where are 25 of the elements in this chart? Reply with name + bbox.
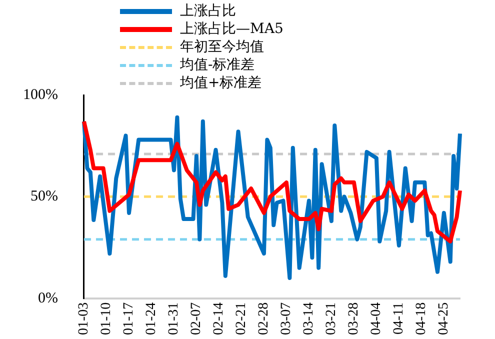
x-tick-label: 01-10: [99, 302, 114, 336]
x-tick-label: 01-24: [144, 302, 160, 336]
x-tick-label: 04-04: [369, 302, 384, 336]
x-tick-label: 02-28: [256, 302, 272, 336]
x-tick-label: 03-28: [346, 302, 362, 336]
y-tick-label: 100%: [22, 86, 58, 103]
x-tick-label: 04-25: [436, 302, 452, 336]
x-tick-label: 04-11: [392, 302, 407, 334]
legend-label: 上涨占比: [180, 2, 236, 20]
y-tick-label: 0%: [38, 290, 58, 306]
x-tick-label: 01-17: [122, 302, 137, 336]
legend-label: 年初至今均值: [180, 38, 264, 56]
x-tick-label: 01-03: [76, 302, 92, 336]
x-tick-label: 03-14: [302, 302, 317, 336]
x-tick-label: 02-07: [189, 302, 204, 336]
x-tick-label: 03-07: [279, 302, 294, 336]
x-tick-label: 04-18: [414, 302, 430, 336]
x-tick-label: 02-14: [212, 302, 227, 336]
legend-label: 均值+标准差: [180, 74, 262, 92]
y-tick-label: 50%: [30, 188, 58, 205]
legend-label: 上涨占比—MA5: [180, 20, 284, 38]
x-tick-label: 01-31: [166, 302, 182, 336]
x-tick-label: 03-21: [324, 302, 340, 336]
x-tick-label: 02-21: [234, 302, 250, 336]
legend-label: 均值-标准差: [180, 56, 255, 74]
